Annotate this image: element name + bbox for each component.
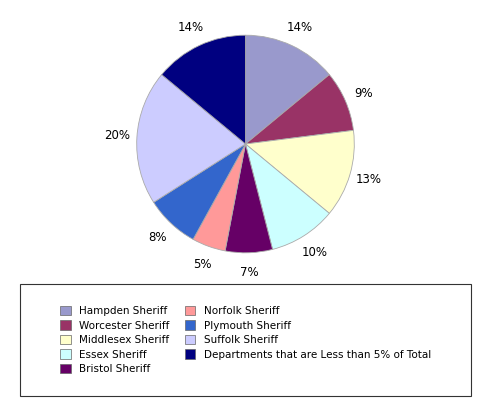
Text: 14%: 14%	[287, 21, 313, 34]
Wedge shape	[136, 75, 246, 202]
Text: 8%: 8%	[148, 231, 167, 244]
Wedge shape	[246, 144, 329, 249]
Text: 5%: 5%	[193, 258, 211, 271]
Text: 20%: 20%	[105, 130, 131, 142]
Wedge shape	[246, 130, 355, 213]
Wedge shape	[225, 144, 273, 253]
Wedge shape	[193, 144, 246, 251]
Text: 7%: 7%	[240, 266, 259, 279]
Wedge shape	[246, 35, 329, 144]
FancyBboxPatch shape	[20, 284, 471, 396]
Wedge shape	[154, 144, 246, 239]
Wedge shape	[162, 35, 246, 144]
Text: 14%: 14%	[178, 21, 204, 34]
Wedge shape	[246, 75, 354, 144]
Text: 13%: 13%	[356, 173, 382, 186]
Legend: Hampden Sheriff, Worcester Sheriff, Middlesex Sheriff, Essex Sheriff, Bristol Sh: Hampden Sheriff, Worcester Sheriff, Midd…	[55, 301, 436, 379]
Text: 9%: 9%	[354, 86, 373, 100]
Text: 10%: 10%	[301, 246, 327, 259]
